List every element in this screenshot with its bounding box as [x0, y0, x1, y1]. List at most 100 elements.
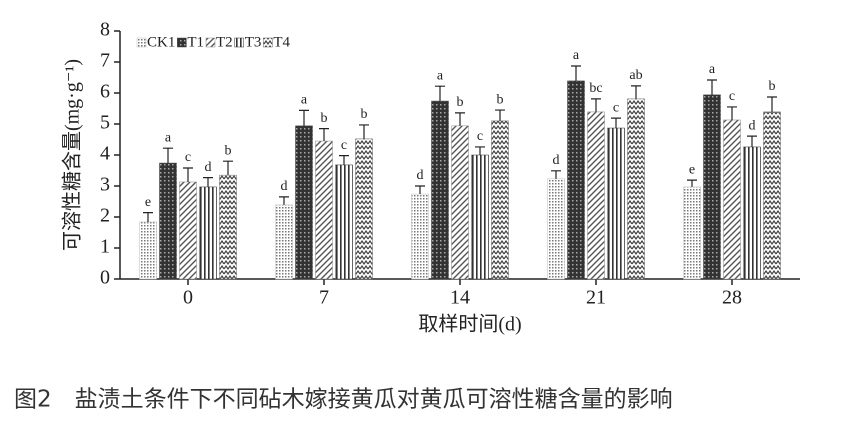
error-bar — [203, 177, 213, 187]
error-bar — [727, 106, 737, 120]
legend-swatch — [177, 37, 187, 48]
significance-letter: d — [417, 168, 424, 183]
error-bar — [163, 147, 173, 164]
y-tick-label: 1 — [100, 236, 110, 258]
bar — [355, 138, 373, 280]
significance-letter: b — [497, 92, 504, 107]
error-bar — [319, 128, 329, 142]
error-bar — [435, 85, 445, 102]
significance-letter: bc — [589, 81, 602, 96]
significance-letter: c — [613, 100, 619, 115]
error-bar — [143, 212, 153, 222]
bar — [683, 186, 701, 280]
x-tick-label: 28 — [722, 287, 742, 309]
significance-letter: b — [769, 79, 776, 94]
error-bar — [475, 146, 485, 155]
y-tick-label: 8 — [100, 19, 110, 41]
legend-swatch — [234, 37, 244, 48]
y-tick-label: 6 — [100, 81, 110, 103]
y-tick-label: 7 — [100, 50, 110, 72]
significance-letter: d — [205, 160, 212, 175]
bar — [763, 111, 781, 280]
error-bar — [707, 79, 717, 95]
legend-swatch — [263, 37, 273, 48]
legend-label: T4 — [273, 34, 290, 50]
error-bar — [591, 98, 601, 112]
y-tick-label: 3 — [100, 174, 110, 196]
significance-letter: a — [437, 68, 444, 83]
significance-letter: c — [477, 129, 483, 144]
x-tick-label: 0 — [183, 287, 193, 309]
bar — [411, 193, 429, 280]
bar — [335, 164, 353, 280]
significance-letter: e — [689, 162, 695, 177]
error-bar — [455, 112, 465, 126]
bar — [295, 125, 313, 280]
significance-letter: a — [165, 130, 172, 145]
significance-letter: b — [457, 95, 464, 110]
error-bar — [299, 109, 309, 126]
legend-swatch — [136, 37, 147, 48]
bar — [179, 181, 197, 280]
bar — [723, 119, 741, 280]
error-bar — [611, 117, 621, 129]
bar — [471, 154, 489, 280]
bar — [139, 221, 157, 280]
bar — [431, 100, 449, 280]
error-bar — [551, 170, 561, 179]
significance-letter: c — [341, 138, 347, 153]
error-bar — [495, 109, 505, 121]
bar — [491, 120, 509, 280]
y-axis-title: 可溶性糖含量(mg·g⁻¹) — [61, 59, 84, 251]
significance-letter: d — [749, 118, 756, 133]
error-bar — [279, 196, 289, 205]
bar — [275, 204, 293, 280]
error-bar — [631, 85, 641, 99]
error-bar — [415, 185, 425, 195]
error-bar — [747, 135, 757, 147]
x-tick-label: 14 — [450, 287, 470, 309]
error-bar — [339, 155, 349, 165]
y-tick-label: 0 — [100, 267, 110, 289]
significance-letter: a — [709, 62, 716, 77]
bar — [315, 140, 333, 280]
error-bar — [183, 167, 193, 182]
error-bar — [223, 160, 233, 176]
bar — [743, 146, 761, 280]
legend-label: T1 — [187, 34, 204, 50]
x-axis-title: 取样时间(d) — [418, 313, 521, 336]
bar — [219, 174, 237, 280]
bar — [703, 94, 721, 280]
significance-letter: a — [573, 48, 580, 63]
y-tick-label: 5 — [100, 112, 110, 134]
error-bar — [767, 96, 777, 112]
error-bar — [359, 124, 369, 139]
error-bar — [687, 179, 697, 187]
significance-letter: b — [321, 111, 328, 126]
bar — [547, 178, 565, 280]
caption: 图2 盐渍土条件下不同砧木嫁接黄瓜对黄瓜可溶性糖含量的影响 — [14, 387, 673, 413]
y-tick-label: 4 — [100, 143, 110, 165]
x-tick-label: 7 — [319, 287, 329, 309]
legend-label: T2 — [216, 34, 233, 50]
significance-letter: e — [145, 195, 151, 210]
significance-letter: a — [301, 93, 308, 108]
significance-letter: ab — [629, 68, 642, 83]
significance-letter: b — [361, 107, 368, 122]
bar — [587, 111, 605, 280]
significance-letter: d — [553, 153, 560, 168]
significance-letter: c — [729, 89, 735, 104]
bar — [627, 98, 645, 280]
bar — [607, 127, 625, 280]
bar — [159, 162, 177, 280]
bar — [199, 186, 217, 280]
x-tick-label: 21 — [586, 287, 606, 309]
error-bar — [571, 65, 581, 81]
legend-label: CK1 — [147, 34, 175, 50]
bar — [567, 80, 585, 280]
significance-letter: c — [185, 150, 191, 165]
y-tick-label: 2 — [100, 205, 110, 227]
legend-swatch — [205, 37, 216, 48]
legend-label: T3 — [245, 34, 262, 50]
